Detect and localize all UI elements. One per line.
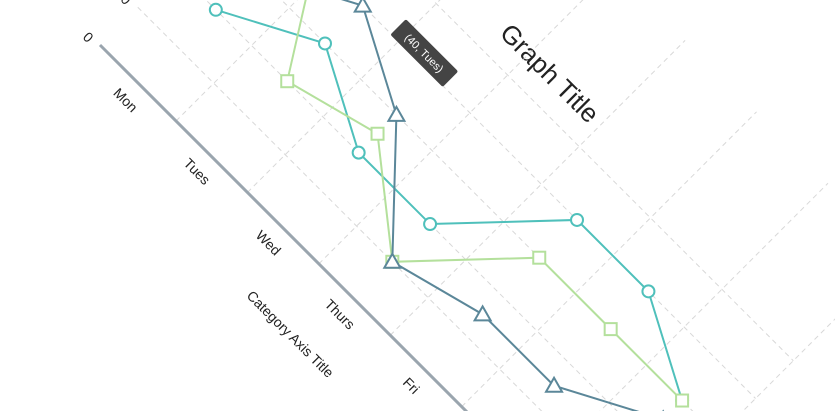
point	[386, 104, 407, 122]
grid-line	[212, 0, 719, 411]
grid-line	[288, 0, 794, 362]
grid-line	[604, 254, 835, 411]
y-tick-label: 0	[80, 29, 97, 46]
grid-line	[532, 182, 829, 411]
x-tick-label: Thurs	[322, 296, 359, 333]
point	[472, 304, 493, 322]
point	[318, 36, 333, 51]
point	[641, 284, 656, 299]
grid-line	[461, 111, 757, 408]
point	[570, 212, 585, 227]
x-tick-label: Fri	[400, 374, 423, 397]
x-tick-label: Tues	[181, 155, 214, 188]
grid-line	[389, 40, 686, 336]
point	[603, 322, 618, 337]
chart-title: Graph Title	[494, 18, 605, 129]
point	[351, 145, 366, 160]
x-tick-label: Wed	[253, 227, 284, 258]
point	[544, 375, 564, 393]
point	[532, 250, 547, 265]
point	[208, 2, 223, 17]
grid-line	[247, 0, 543, 193]
point	[353, 0, 373, 13]
plot: Graph Title Category Axis Title 01020304…	[80, 0, 835, 411]
grid-line	[175, 0, 681, 411]
point	[675, 393, 690, 408]
point	[280, 74, 295, 89]
x-tick-label: Mon	[110, 85, 141, 116]
grid-line	[250, 0, 756, 399]
y-tick-label: 10	[112, 0, 134, 8]
x-axis	[98, 43, 606, 411]
point	[382, 251, 403, 269]
grid-line	[318, 0, 615, 265]
point	[423, 217, 438, 232]
series-line	[286, 0, 683, 402]
grid-line	[137, 6, 643, 411]
x-axis-title: Category Axis Title	[244, 287, 337, 380]
tooltip-box	[391, 19, 458, 87]
point	[370, 126, 385, 141]
